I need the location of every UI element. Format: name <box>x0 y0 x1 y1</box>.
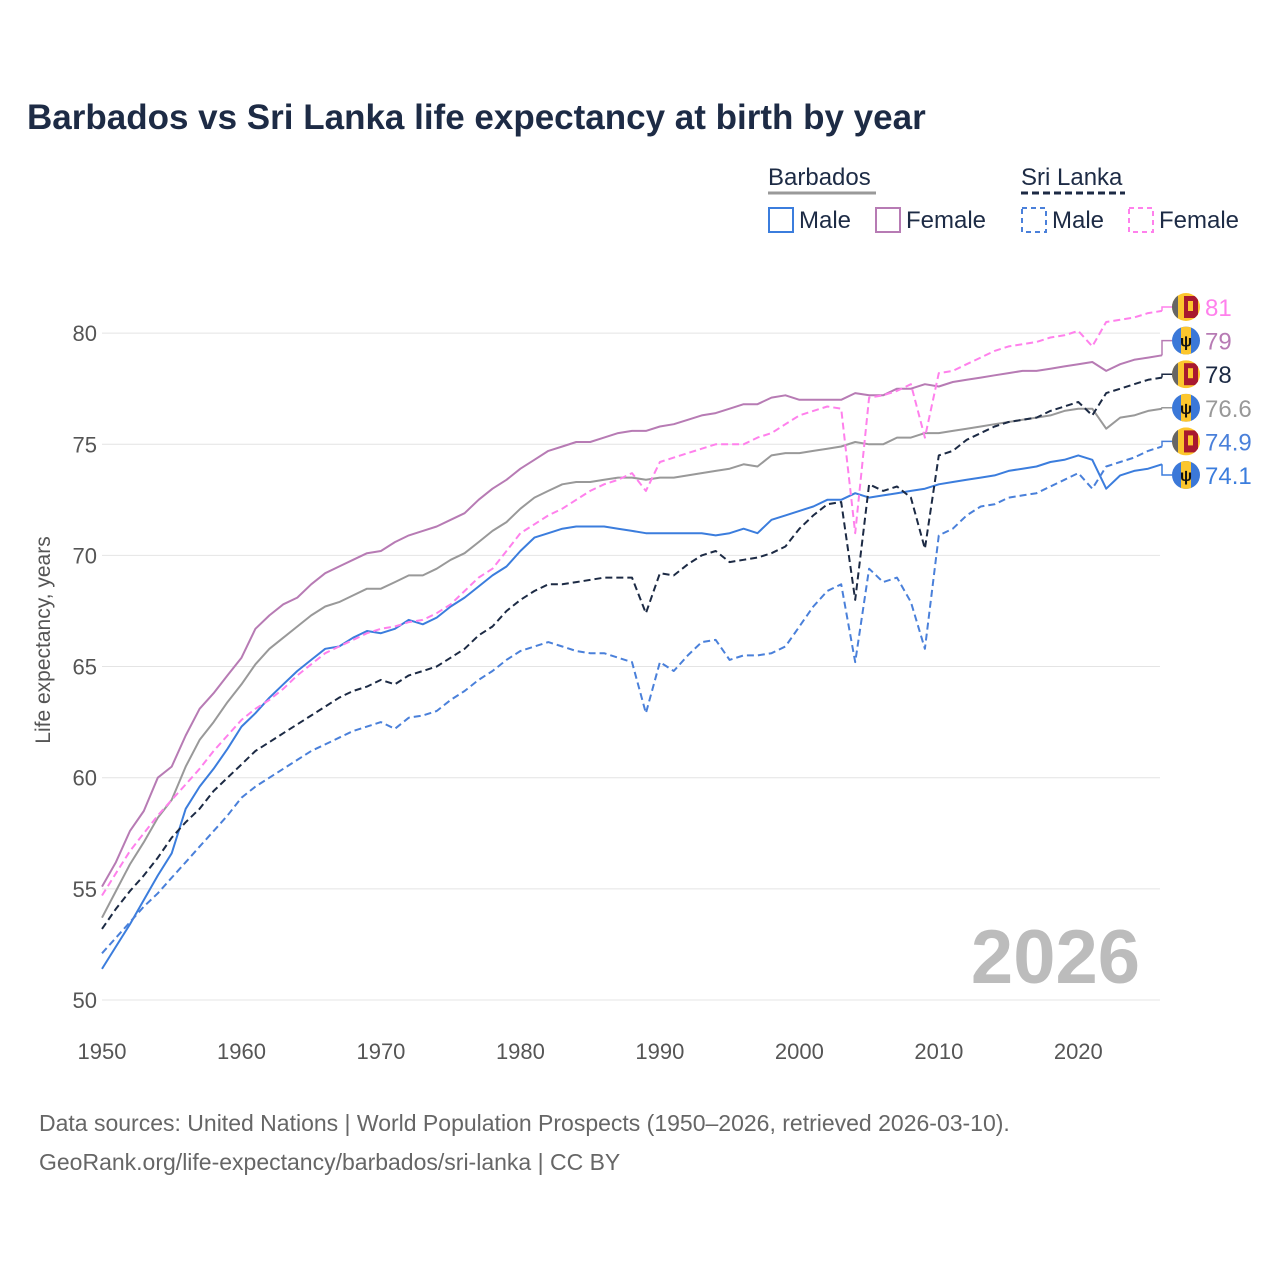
barbados-flag-icon: ψ <box>1172 326 1200 355</box>
end-value-label: 76.6 <box>1205 396 1252 423</box>
end-value-label: 78 <box>1205 362 1232 389</box>
series-lines <box>101 309 1163 970</box>
barbados-flag-icon: ψ <box>1172 393 1200 422</box>
y-axis-ticks: 50 55 60 65 70 75 80 <box>73 321 97 1013</box>
x-tick-label: 1980 <box>496 1039 545 1064</box>
legend-barbados-female: Female <box>906 207 986 234</box>
legend-group-barbados: Barbados <box>768 164 871 191</box>
x-tick-label: 1970 <box>356 1039 405 1064</box>
x-tick-label: 2010 <box>914 1039 963 1064</box>
sri-lanka-flag-icon <box>1172 360 1200 389</box>
series-line-sri-lanka <box>101 376 1163 930</box>
series-line-sri-lanka-male <box>101 445 1163 954</box>
end-labels: 81 ψ 79 78 ψ 76.6 74.9 ψ 74.1 <box>1161 293 1252 490</box>
footer-sources: Data sources: United Nations | World Pop… <box>39 1110 1010 1136</box>
sri-lanka-flag-icon <box>1172 293 1200 321</box>
x-tick-label: 1950 <box>78 1039 127 1064</box>
y-tick-label: 70 <box>73 543 97 568</box>
series-line-sri-lanka-female <box>101 309 1163 897</box>
end-value-label: 74.1 <box>1205 463 1252 490</box>
legend: Barbados Male Female Sri Lanka Male Fema… <box>768 164 1239 234</box>
x-tick-label: 1990 <box>635 1039 684 1064</box>
sri-lanka-flag-icon <box>1172 427 1200 456</box>
legend-barbados-male: Male <box>799 207 851 234</box>
legend-barbados-female-swatch <box>875 207 901 233</box>
y-tick-label: 60 <box>73 766 97 791</box>
x-axis-ticks: 1950 1960 1970 1980 1990 2000 2010 2020 <box>78 1039 1103 1064</box>
end-value-label: 74.9 <box>1205 429 1252 456</box>
end-label-connector <box>1161 440 1172 447</box>
series-line-barbados-male <box>101 454 1163 970</box>
svg-text:ψ: ψ <box>1180 401 1192 418</box>
x-tick-label: 2020 <box>1054 1039 1103 1064</box>
y-tick-label: 55 <box>73 877 97 902</box>
legend-sri-lanka-male: Male <box>1052 207 1104 234</box>
y-tick-label: 75 <box>73 432 97 457</box>
legend-sri-lanka-female: Female <box>1159 207 1239 234</box>
x-tick-label: 2000 <box>775 1039 824 1064</box>
legend-group-sri-lanka: Sri Lanka <box>1021 164 1123 191</box>
barbados-flag-icon: ψ <box>1172 461 1200 489</box>
x-tick-label: 1960 <box>217 1039 266 1064</box>
series-line-barbados <box>101 407 1163 919</box>
end-label-connector <box>1161 407 1172 409</box>
y-tick-label: 50 <box>73 988 97 1013</box>
legend-sri-lanka-female-swatch <box>1128 207 1154 233</box>
end-label-connector <box>1161 306 1172 311</box>
gridlines <box>102 332 1160 1001</box>
end-value-label: 81 <box>1205 295 1232 322</box>
y-axis-label: Life expectancy, years <box>32 536 55 743</box>
year-watermark: 2026 <box>971 915 1140 1000</box>
legend-sri-lanka-male-swatch <box>1021 207 1047 233</box>
svg-text:ψ: ψ <box>1180 468 1192 485</box>
chart-title: Barbados vs Sri Lanka life expectancy at… <box>27 98 926 137</box>
y-tick-label: 65 <box>73 655 97 680</box>
end-label-connector <box>1161 339 1172 356</box>
legend-barbados-male-swatch <box>768 207 794 233</box>
y-tick-label: 80 <box>73 321 97 346</box>
end-value-label: 79 <box>1205 329 1232 356</box>
end-label-connector <box>1161 373 1172 378</box>
footer-link[interactable]: GeoRank.org/life-expectancy/barbados/sri… <box>39 1149 620 1175</box>
end-label-connector <box>1161 464 1172 476</box>
svg-text:ψ: ψ <box>1180 334 1192 351</box>
series-line-barbados-female <box>101 354 1163 888</box>
